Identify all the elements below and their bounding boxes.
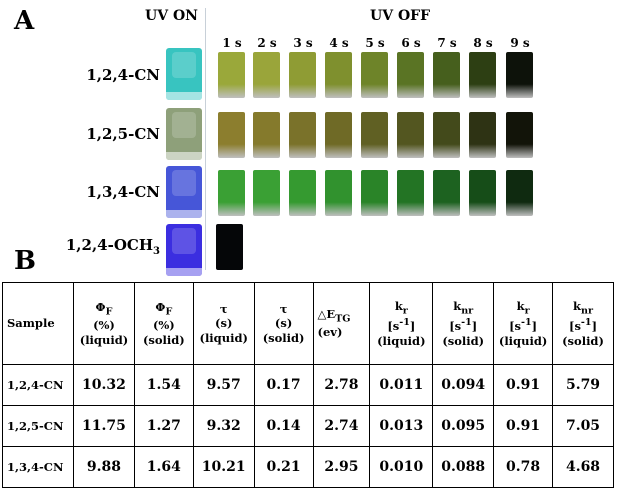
uv-off-vial [361, 170, 388, 216]
table-cell-sample: 1,2,4-CN [1, 364, 75, 406]
header-phi-solid: ΦF (%) (solid) [133, 282, 194, 365]
uv-off-label: UV OFF [370, 8, 431, 24]
table-cell: 4.68 [552, 446, 614, 488]
uv-off-vial [397, 52, 424, 98]
table-cell: 0.010 [369, 446, 434, 488]
time-label: 3 s [293, 36, 313, 50]
uv-on-label: UV ON [145, 8, 198, 24]
uv-off-vial [289, 52, 316, 98]
table-cell: 10.21 [192, 446, 255, 488]
time-label: 2 s [257, 36, 277, 50]
uv-off-vial [325, 52, 352, 98]
panel-divider [205, 8, 206, 270]
table-cell: 0.095 [432, 405, 495, 447]
time-label: 4 s [329, 36, 349, 50]
table-cell: 9.57 [192, 364, 255, 406]
time-label: 9 s [510, 36, 530, 50]
header-sample: Sample [1, 282, 75, 365]
table-cell: 9.88 [73, 446, 135, 488]
uv-off-vial [506, 170, 533, 216]
uv-off-vial [218, 112, 245, 158]
table-cell: 0.78 [493, 446, 554, 488]
uv-off-vial [325, 112, 352, 158]
uv-on-vial-1-2-4-och3 [166, 224, 202, 276]
uv-off-vial [289, 170, 316, 216]
uv-off-vial [469, 112, 496, 158]
table-cell: 5.79 [552, 364, 614, 406]
uv-off-vial [253, 170, 280, 216]
table-cell: 0.011 [369, 364, 434, 406]
table-row: 1,3,4-CN 9.88 1.64 10.21 0.21 2.95 0.010… [1, 446, 614, 488]
header-delta-e: △ETG (ev) [312, 282, 371, 365]
table-row: 1,2,4-CN 10.32 1.54 9.57 0.17 2.78 0.011… [1, 364, 614, 406]
table-cell: 0.013 [369, 405, 434, 447]
uv-off-vial [433, 112, 460, 158]
uv-off-vial [469, 170, 496, 216]
table-cell: 0.91 [493, 364, 554, 406]
uv-off-vial [325, 170, 352, 216]
table-cell: 0.91 [493, 405, 554, 447]
header-knr-solid-2: knr [s-1] (solid) [552, 282, 614, 365]
header-phi-liquid: ΦF (%) (liquid) [73, 282, 135, 365]
uv-off-vial [469, 52, 496, 98]
uv-off-vial [506, 112, 533, 158]
table-cell: 0.088 [432, 446, 495, 488]
table-cell: 11.75 [73, 405, 135, 447]
table-cell-sample: 1,2,5-CN [1, 405, 75, 447]
table-cell: 2.74 [312, 405, 371, 447]
header-tau-liquid: τ (s) (liquid) [192, 282, 255, 365]
table-cell: 1.64 [133, 446, 194, 488]
uv-off-vial [433, 170, 460, 216]
table-cell-sample: 1,3,4-CN [1, 446, 75, 488]
uv-off-vial-1-2-4-och3 [216, 224, 243, 270]
panel-b-letter: B [14, 246, 36, 276]
time-label: 7 s [437, 36, 457, 50]
time-label: 8 s [473, 36, 493, 50]
uv-off-vial [361, 52, 388, 98]
uv-off-vial [433, 52, 460, 98]
header-tau-solid: τ (s) (solid) [253, 282, 314, 365]
uv-off-vial [506, 52, 533, 98]
time-label: 6 s [401, 36, 421, 50]
uv-off-vial [218, 170, 245, 216]
table-cell: 0.094 [432, 364, 495, 406]
table-cell: 2.78 [312, 364, 371, 406]
header-kr-liquid: kr [s-1] (liquid) [369, 282, 434, 365]
table-cell: 7.05 [552, 405, 614, 447]
table-cell: 0.21 [253, 446, 314, 488]
uv-off-vial [397, 170, 424, 216]
uv-off-vial [361, 112, 388, 158]
table-cell: 9.32 [192, 405, 255, 447]
uv-off-vial [397, 112, 424, 158]
table-cell: 10.32 [73, 364, 135, 406]
uv-on-vial [166, 108, 202, 160]
sample-label: 1,3,4-CN [86, 183, 160, 201]
table-row: 1,2,5-CN 11.75 1.27 9.32 0.14 2.74 0.013… [1, 405, 614, 447]
uv-off-vial [289, 112, 316, 158]
table-cell: 1.54 [133, 364, 194, 406]
uv-on-vial [166, 166, 202, 218]
uv-off-vial [218, 52, 245, 98]
header-knr-solid: knr [s-1] (solid) [432, 282, 495, 365]
sample-label: 1,2,5-CN [86, 125, 160, 143]
table-cell: 1.27 [133, 405, 194, 447]
photophysics-table: Sample ΦF (%) (liquid) ΦF (%) (solid) τ (s)… [1, 282, 614, 488]
uv-off-vial [253, 112, 280, 158]
table-cell: 2.95 [312, 446, 371, 488]
header-kr-liquid-2: kr [s-1] (liquid) [493, 282, 554, 365]
time-label: 5 s [365, 36, 385, 50]
table-cell: 0.14 [253, 405, 314, 447]
uv-off-vial [253, 52, 280, 98]
panel-a-letter: A [14, 6, 35, 36]
time-label: 1 s [222, 36, 242, 50]
uv-on-vial [166, 48, 202, 100]
table-cell: 0.17 [253, 364, 314, 406]
table-header-row: Sample ΦF (%) (liquid) ΦF (%) (solid) τ (s)… [1, 282, 614, 365]
sample-label: 1,2,4-CN [86, 66, 160, 84]
sample-label-1-2-4-och3: 1,2,4-OCH3 [65, 236, 160, 257]
